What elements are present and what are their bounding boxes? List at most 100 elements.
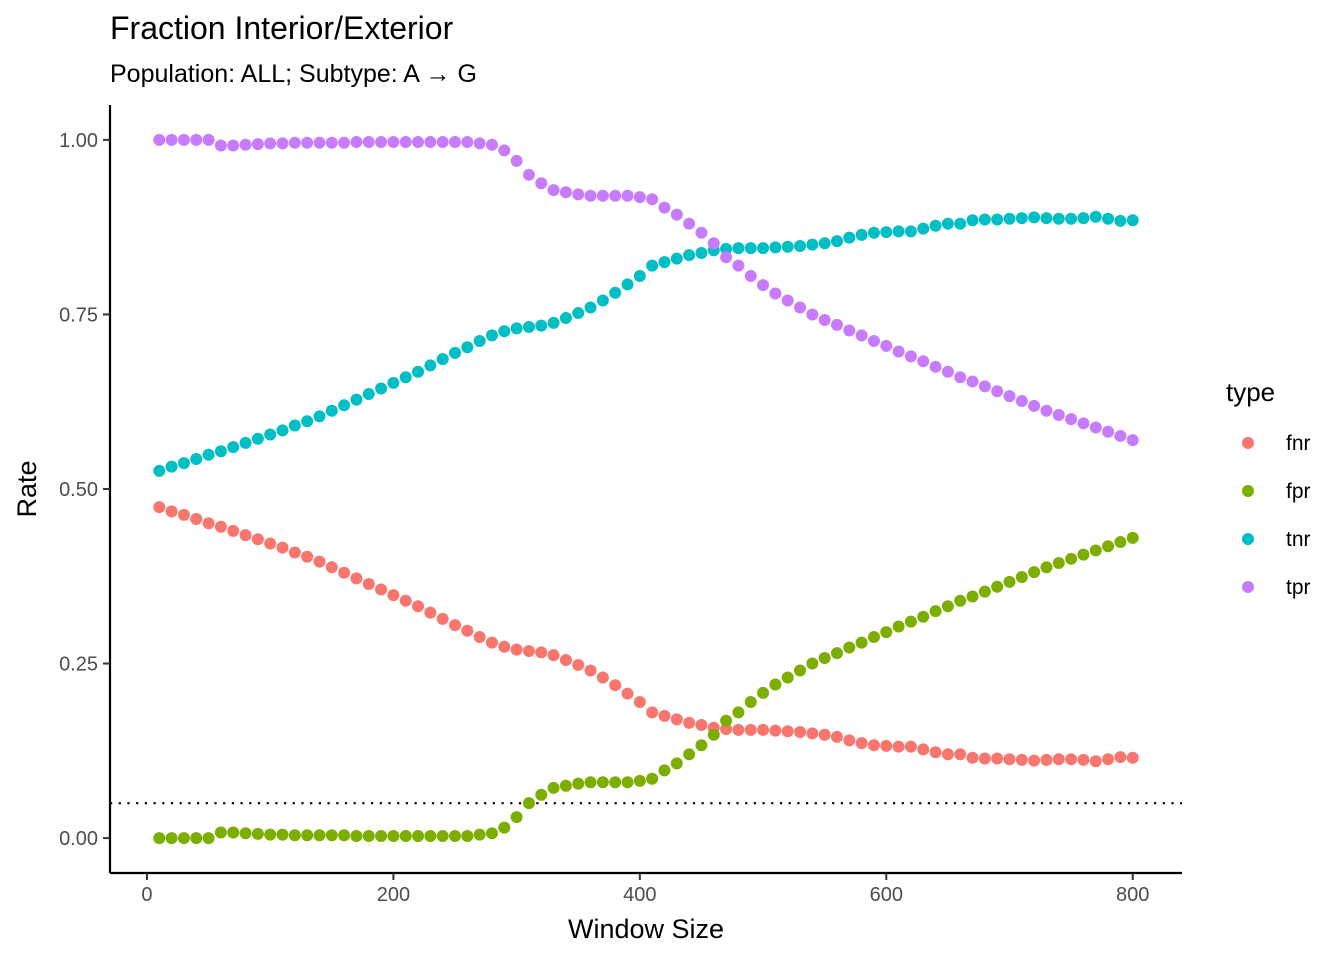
x-tick-label: 800 <box>1116 884 1149 906</box>
data-point-tpr <box>375 136 388 149</box>
data-point-fpr <box>1003 575 1016 588</box>
data-point-tnr <box>991 213 1004 226</box>
data-point-fpr <box>843 641 856 654</box>
data-point-tnr <box>744 242 757 255</box>
data-point-tpr <box>1065 413 1078 426</box>
data-point-tpr <box>177 133 190 146</box>
data-point-fpr <box>695 739 708 752</box>
data-point-tnr <box>720 242 733 255</box>
data-point-fnr <box>412 600 425 613</box>
data-point-fpr <box>325 829 338 842</box>
data-point-fnr <box>461 624 474 637</box>
data-point-tpr <box>1003 390 1016 403</box>
data-point-tpr <box>769 287 782 300</box>
data-point-tnr <box>177 457 190 470</box>
data-point-fpr <box>362 829 375 842</box>
data-point-fpr <box>485 827 498 840</box>
data-point-fpr <box>461 829 474 842</box>
data-point-fpr <box>904 615 917 628</box>
data-point-tnr <box>892 225 905 238</box>
data-point-fnr <box>1077 753 1090 766</box>
data-point-tnr <box>966 214 979 227</box>
data-point-fnr <box>325 561 338 574</box>
data-point-fpr <box>449 829 462 842</box>
data-point-fnr <box>917 743 930 756</box>
data-point-tpr <box>559 186 572 199</box>
data-point-fnr <box>941 748 954 761</box>
data-point-fpr <box>301 829 314 842</box>
data-point-fpr <box>535 788 548 801</box>
data-point-tpr <box>978 380 991 393</box>
data-point-fnr <box>301 550 314 563</box>
points-layer <box>153 133 1139 845</box>
data-point-fpr <box>683 748 696 761</box>
data-point-fnr <box>350 572 363 585</box>
data-point-fpr <box>929 605 942 618</box>
data-point-fpr <box>978 585 991 598</box>
data-point-tpr <box>387 136 400 149</box>
data-point-tpr <box>1102 425 1115 438</box>
data-point-fnr <box>214 520 227 533</box>
data-point-fpr <box>917 610 930 623</box>
data-point-fpr <box>375 829 388 842</box>
data-point-tnr <box>609 286 622 299</box>
data-point-fnr <box>596 671 609 684</box>
data-point-tpr <box>991 385 1004 398</box>
data-point-tnr <box>362 388 375 401</box>
data-point-tnr <box>941 217 954 230</box>
data-point-fpr <box>350 829 363 842</box>
data-point-tpr <box>547 184 560 197</box>
data-point-fpr <box>744 695 757 708</box>
data-point-tpr <box>880 339 893 352</box>
data-point-tnr <box>449 346 462 359</box>
data-point-tnr <box>375 382 388 395</box>
data-point-fnr <box>732 723 745 736</box>
data-point-fnr <box>485 636 498 649</box>
data-point-fpr <box>757 686 770 699</box>
data-point-fnr <box>535 646 548 659</box>
data-point-tnr <box>781 240 794 253</box>
data-point-tnr <box>1015 212 1028 225</box>
data-point-fnr <box>572 658 585 671</box>
data-point-tnr <box>584 301 597 314</box>
data-point-tpr <box>732 259 745 272</box>
data-point-tnr <box>1126 214 1139 227</box>
data-point-fnr <box>621 687 634 700</box>
data-point-tpr <box>522 168 535 181</box>
data-point-tnr <box>522 321 535 334</box>
data-point-fpr <box>830 647 843 660</box>
data-point-tpr <box>954 371 967 384</box>
data-point-fnr <box>510 643 523 656</box>
data-point-fnr <box>929 746 942 759</box>
data-point-tpr <box>202 133 215 146</box>
data-point-fpr <box>412 829 425 842</box>
data-point-fpr <box>510 811 523 824</box>
data-point-fpr <box>572 777 585 790</box>
data-point-fpr <box>1052 557 1065 570</box>
data-point-tpr <box>424 136 437 149</box>
data-point-fnr <box>818 728 831 741</box>
data-point-tpr <box>941 365 954 378</box>
data-point-fpr <box>436 829 449 842</box>
data-point-tpr <box>658 201 671 214</box>
data-point-fpr <box>276 828 289 841</box>
data-point-fnr <box>473 631 486 644</box>
data-point-tpr <box>485 138 498 151</box>
legend-key-tnr <box>1242 533 1254 545</box>
data-point-tpr <box>683 217 696 230</box>
data-point-fpr <box>633 774 646 787</box>
y-tick-label: 0.00 <box>59 828 98 850</box>
data-point-tnr <box>350 393 363 406</box>
data-point-fpr <box>658 764 671 777</box>
x-axis-label: Window Size <box>568 914 724 944</box>
data-point-fpr <box>781 671 794 684</box>
data-point-fnr <box>670 713 683 726</box>
data-point-fpr <box>818 651 831 664</box>
data-point-fpr <box>1089 544 1102 557</box>
data-point-fpr <box>387 829 400 842</box>
data-point-fnr <box>683 716 696 729</box>
data-point-fnr <box>338 566 351 579</box>
data-point-fnr <box>794 725 807 738</box>
data-point-tpr <box>917 355 930 368</box>
data-point-fnr <box>202 517 215 530</box>
